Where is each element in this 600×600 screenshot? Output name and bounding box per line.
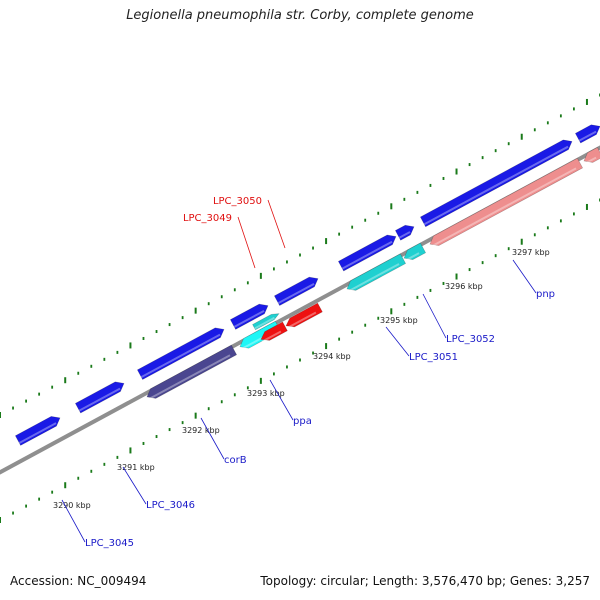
gene-arrow-lpc-3050-highlight: [286, 311, 317, 329]
gene-arrow-lpc-3049-outer: [252, 313, 280, 331]
leader-line-ppa: [269, 379, 294, 421]
gene-label-corb: corB: [224, 455, 247, 466]
gene-label-lpc-3049: LPC_3049: [183, 213, 232, 224]
gene-label-lpc-3050: LPC_3050: [213, 196, 262, 207]
leader-line-lpc_3045: [61, 499, 86, 543]
gene-arrow-ppa: [229, 303, 269, 330]
gene-arrow-corb-inner-highlight: [147, 354, 231, 401]
tick-label-3293: 3293 kbp: [247, 389, 285, 398]
gene-arrow-corb-inner: [146, 344, 238, 399]
gene-arrow-lpc-3050-outer: [273, 276, 319, 306]
gene-label-pnp: pnp: [536, 289, 555, 300]
gene-arrow-lpc-3049-highlight: [261, 330, 282, 343]
leader-line-corb: [200, 417, 225, 460]
gene-arrow-pnp-inner: [429, 157, 584, 246]
tick-label-3291: 3291 kbp: [117, 463, 155, 472]
leader-line-lpc_3046: [122, 466, 147, 505]
gene-label-ppa: ppa: [293, 416, 312, 427]
gene-arrow-lpc-3052: [394, 224, 415, 241]
leader-line-lpc_3051: [385, 326, 410, 357]
gene-arrow-lpc-3049: [260, 321, 288, 341]
tick-label-3295: 3295 kbp: [380, 316, 418, 325]
tick-label-3297: 3297 kbp: [512, 248, 550, 257]
topology-text: Topology: circular; Length: 3,576,470 bp…: [260, 574, 590, 588]
map-title: Legionella pneumophila str. Corby, compl…: [126, 8, 474, 23]
gene-arrow-pnp-highlight: [423, 145, 569, 226]
gene-arrow-lpc-3051-inner-highlight: [347, 263, 400, 293]
inner-dotted-track: [0, 198, 600, 523]
outer-dotted-track: [0, 93, 600, 418]
gene-arrow-ppa-highlight: [233, 309, 265, 328]
leader-line-lpc_3050: [267, 199, 286, 249]
gene-arrow-lpc-3050-outer-highlight: [277, 282, 315, 305]
tick-label-3290: 3290 kbp: [53, 501, 91, 510]
gene-arrow-pnp: [419, 139, 573, 228]
leader-line-pnp: [512, 259, 537, 294]
tick-labels: 3290 kbp 3291 kbp 3292 kbp 3293 kbp 3294 kbp…: [53, 248, 550, 510]
gene-label-lpc-3051: LPC_3051: [409, 352, 458, 363]
gene-arrow-lpc-3051-highlight: [341, 240, 393, 270]
leader-line-lpc_3052: [422, 293, 447, 339]
gene-features: [14, 124, 600, 446]
leader-line-lpc_3049: [237, 216, 256, 269]
gene-arrow-next-highlight: [578, 130, 597, 142]
accession-text: Accession: NC_009494: [10, 574, 147, 588]
gene-labels: LPC_3045 LPC_3046 corB ppa LPC_3049 LPC_3050 L…: [85, 196, 555, 549]
gene-label-lpc-3046: LPC_3046: [146, 500, 195, 511]
gene-arrow-lpc-3052-inner-highlight: [404, 252, 420, 262]
gene-arrow-lpc-3046-highlight: [78, 387, 121, 412]
gene-label-lpc-3045: LPC_3045: [85, 538, 134, 549]
gene-arrow-lpc-3051: [337, 234, 397, 272]
gene-arrow-lpc-3045: [14, 416, 61, 446]
gene-arrow-pnp-inner-highlight: [430, 167, 577, 248]
gene-arrow-lpc-3049-outer-highlight: [254, 316, 275, 330]
gene-arrow-corb: [136, 327, 225, 380]
gene-arrow-corb-highlight: [140, 333, 221, 378]
gene-arrow-next-inner-highlight: [584, 156, 597, 165]
gene-label-lpc-3052: LPC_3052: [446, 334, 495, 345]
gene-arrow-lpc-3052-highlight: [398, 231, 411, 239]
tick-label-3292: 3292 kbp: [182, 426, 220, 435]
gene-arrow-next: [574, 124, 600, 144]
gene-arrow-lpc-3051-inner: [346, 253, 407, 291]
gene-arrow-lpc-3052-inner: [403, 242, 427, 260]
gene-arrow-next-inner: [583, 147, 600, 163]
gene-arrow-lpc-3050: [285, 302, 323, 328]
label-leader-lines: [61, 199, 537, 543]
gene-arrow-lpc-3046: [74, 381, 125, 414]
tick-label-3294: 3294 kbp: [313, 352, 351, 361]
tick-label-3296: 3296 kbp: [445, 282, 483, 291]
gene-arrow-lpc-3045-highlight: [18, 422, 57, 444]
